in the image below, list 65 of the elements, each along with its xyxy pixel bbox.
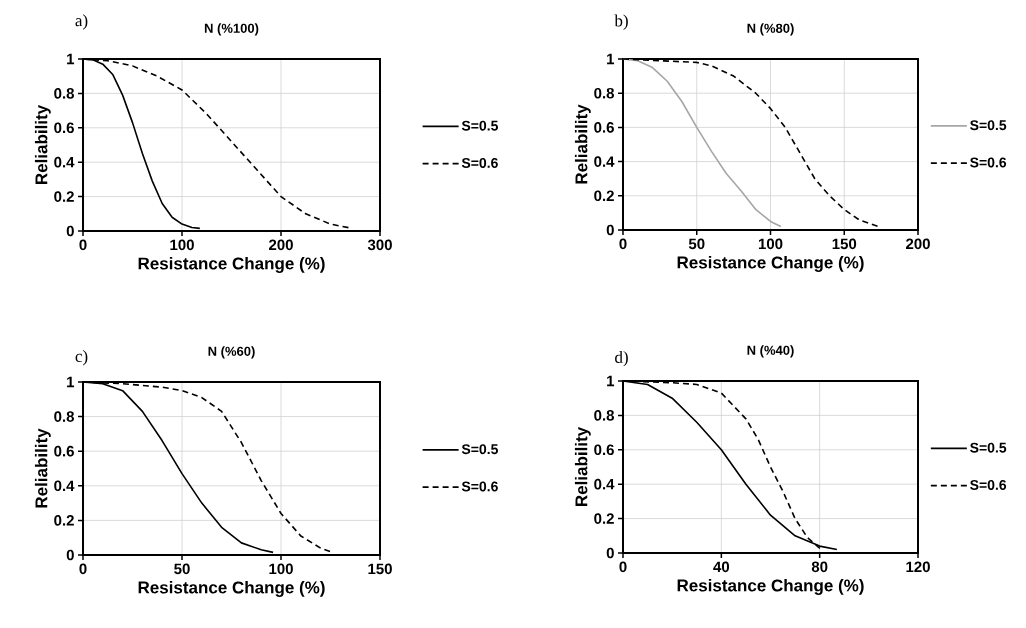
x-tick-label: 150: [832, 238, 857, 250]
legend-label: S=0.6: [461, 481, 498, 492]
x-tick-label: 300: [367, 239, 392, 251]
y-axis-title: Reliability: [34, 104, 51, 184]
y-tick-label: 0.8: [54, 411, 74, 422]
y-tick-label: 0.4: [54, 480, 75, 492]
y-tick-label: 0.4: [594, 156, 615, 167]
legend-label: S=0.5: [970, 120, 1007, 131]
y-axis-title: Reliability: [34, 428, 51, 508]
x-axis-title: Resistance Change (%): [677, 256, 864, 272]
x-tick-label: 100: [170, 239, 194, 251]
y-tick-label: 1: [67, 376, 75, 388]
y-tick-label: 0: [606, 224, 614, 236]
y-tick-label: 0: [606, 547, 614, 559]
y-tick-label: 0.6: [54, 445, 74, 457]
legend-label: S=0.6: [970, 479, 1007, 490]
chart-title: N (%100): [204, 23, 259, 36]
legend-label: S=0.5: [461, 444, 499, 455]
y-tick-label: 1: [607, 53, 615, 65]
x-tick-label: 200: [269, 239, 293, 251]
y-tick-label: 0.2: [594, 513, 614, 524]
y-tick-label: 1: [607, 375, 615, 387]
x-axis-title: Resistance Change (%): [138, 581, 325, 597]
y-tick-label: 0: [66, 225, 74, 237]
y-tick-label: 0.2: [594, 190, 614, 202]
y-tick-label: 0.6: [594, 122, 614, 133]
x-tick-label: 0: [619, 561, 627, 573]
x-tick-label: 150: [368, 563, 392, 575]
y-tick-label: 1: [67, 53, 75, 65]
y-tick-label: 0.6: [594, 444, 614, 456]
x-tick-label: 0: [79, 563, 87, 575]
x-tick-label: 50: [688, 238, 705, 250]
y-tick-label: 0.8: [594, 87, 614, 99]
y-tick-label: 0.8: [594, 410, 614, 421]
legend-label: S=0.6: [970, 157, 1007, 168]
text: d): [615, 350, 628, 367]
y-tick-label: 0.2: [54, 515, 74, 526]
chart-title: N (%40): [747, 345, 794, 358]
x-tick-label: 120: [906, 561, 930, 573]
chart-title: N (%80): [747, 23, 794, 36]
legend-label: S=0.5: [970, 442, 1007, 453]
y-tick-label: 0.2: [54, 191, 74, 202]
x-tick-label: 100: [758, 238, 783, 250]
x-tick-label: 40: [713, 561, 730, 573]
y-tick-label: 0.8: [54, 88, 74, 99]
x-tick-label: 200: [906, 238, 930, 250]
y-tick-label: 0.4: [594, 478, 615, 490]
legend-label: S=0.5: [461, 120, 498, 131]
legend-label: S=0.6: [461, 157, 498, 168]
chart-title: N (%60): [208, 346, 255, 359]
x-tick-label: 0: [79, 239, 87, 251]
y-tick-label: 0: [66, 549, 74, 561]
x-axis-title: Resistance Change (%): [677, 579, 864, 595]
text: b): [614, 14, 628, 30]
y-axis-title: Reliability: [574, 426, 591, 506]
x-axis-title: Resistance Change (%): [138, 257, 325, 273]
y-tick-label: 0.6: [54, 122, 74, 134]
y-tick-label: 0.4: [54, 156, 75, 168]
x-tick-label: 50: [174, 563, 190, 575]
text: c): [75, 350, 88, 366]
x-tick-label: 0: [619, 238, 627, 250]
x-tick-label: 80: [811, 561, 828, 573]
text: a): [75, 14, 88, 30]
y-axis-title: Reliability: [574, 104, 591, 184]
x-tick-label: 100: [269, 563, 293, 575]
